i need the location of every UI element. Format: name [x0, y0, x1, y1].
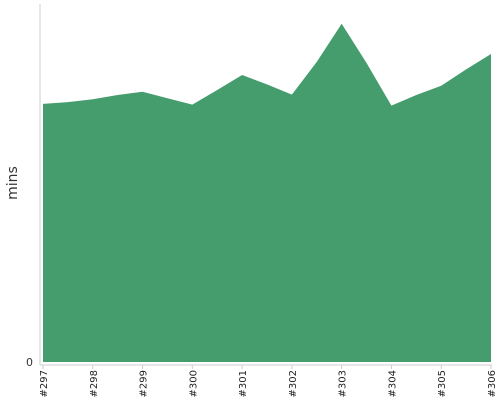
x-tick-label-7: #304 [387, 370, 398, 397]
x-tick-label-9: #306 [487, 370, 498, 397]
x-tick-label-6: #303 [338, 370, 349, 397]
x-tick-label-1: #298 [89, 370, 100, 397]
x-tick-label-0: #297 [39, 370, 50, 397]
area-series [43, 23, 491, 363]
x-tick-label-8: #305 [437, 370, 448, 397]
plot-area [43, 23, 491, 363]
x-tick-label-5: #302 [288, 370, 299, 397]
y-tick-label-0: 0 [26, 356, 33, 369]
x-tick-label-4: #301 [238, 370, 249, 397]
y-axis-label: mins [5, 166, 21, 200]
x-tick-label-2: #299 [139, 370, 150, 397]
x-tick-label-3: #300 [188, 370, 199, 397]
x-ticks: #297 #298 #299 #300 #301 #302 #303 #304 #305 #306 [39, 365, 498, 397]
y-ticks: 0 [26, 356, 33, 369]
